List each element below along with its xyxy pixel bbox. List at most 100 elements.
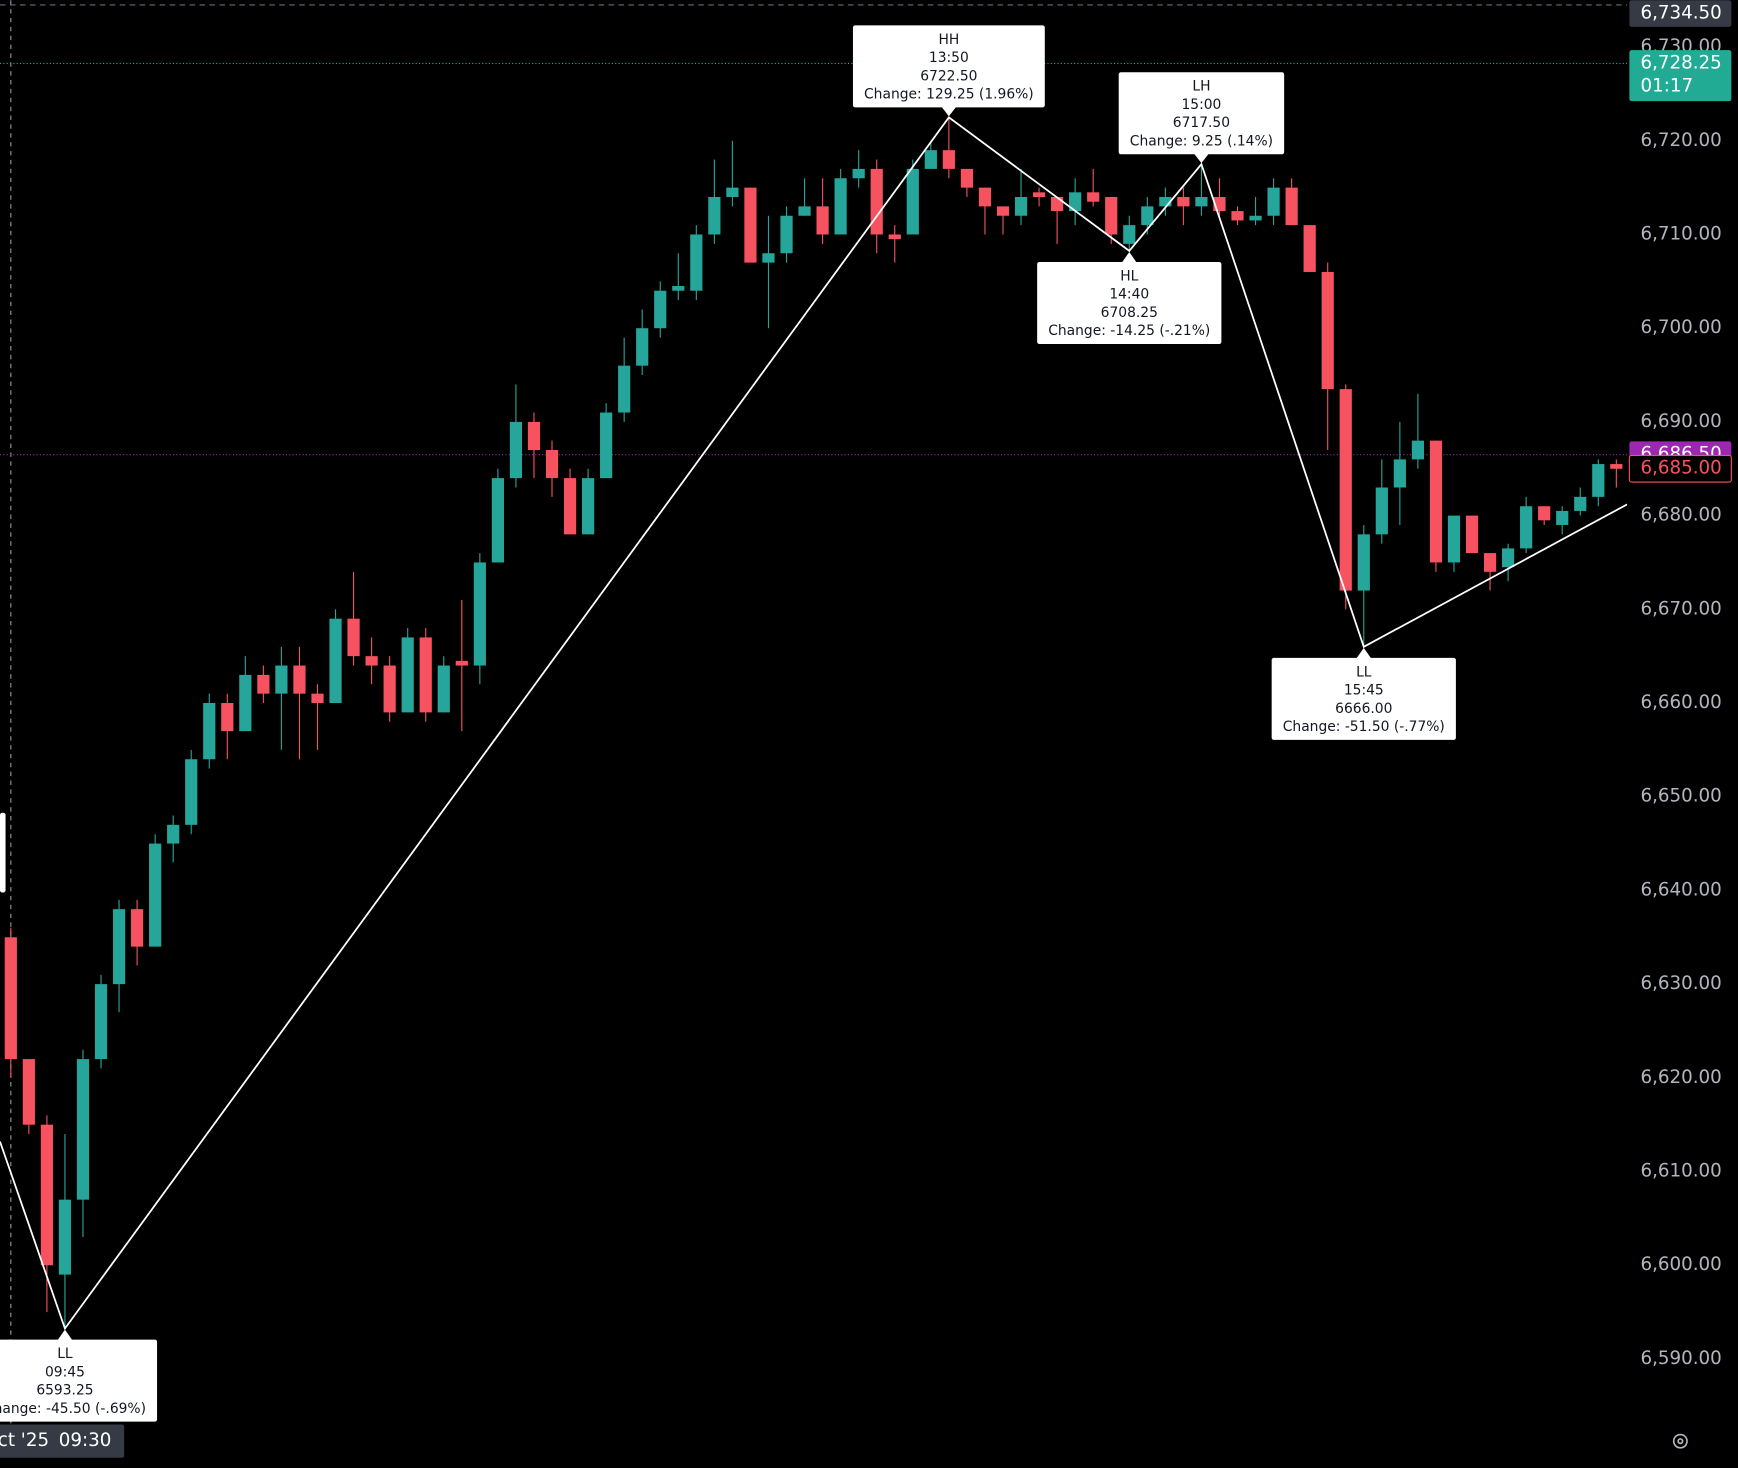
candle-body (852, 168, 865, 179)
price-axis: 6,590.00 6,600.00 6,610.00 6,620.00 6,630.00… (1627, 0, 1738, 1468)
candle-body (1069, 192, 1082, 212)
price-tag (1629, 0, 1732, 27)
y-tick-label: 6,680.00 (1640, 505, 1721, 526)
candle-body (726, 187, 739, 198)
candle-body (329, 618, 342, 704)
price-tag-label: 6,728.25 (1640, 52, 1721, 73)
candle-body (1087, 192, 1100, 202)
candle-body (1303, 225, 1316, 272)
candle-body (1123, 225, 1136, 244)
candle-body (1465, 515, 1479, 554)
candle-body (942, 150, 955, 169)
candle-body (960, 168, 974, 188)
candle-body (455, 660, 468, 666)
candle-body (131, 909, 144, 947)
candle-body (257, 674, 270, 694)
price-tag-label: 6,685.00 (1640, 458, 1721, 479)
candle-body (1447, 515, 1461, 563)
y-tick-label: 6,690.00 (1640, 411, 1721, 432)
pivot-text: 15:45 (1344, 683, 1384, 699)
candle-body (888, 234, 901, 240)
candle-body (1195, 197, 1208, 207)
candle-body (185, 759, 198, 825)
time-label-time: 09:30 (59, 1430, 112, 1451)
candle-body (1574, 496, 1587, 511)
candle-body (1231, 211, 1244, 221)
y-tick-label: 6,670.00 (1640, 598, 1721, 619)
pivot-label: LL 15:45 6666.00 Change: -51.50 (-.77%) (1271, 647, 1456, 740)
candle-body (221, 703, 234, 732)
candle-body (780, 215, 793, 254)
cropped-box (0, 812, 6, 893)
candle-body (347, 618, 360, 657)
pivot-box (1037, 261, 1222, 344)
candle-body (437, 665, 450, 713)
candle-body (22, 1059, 35, 1125)
y-tick-label: 6,630.00 (1640, 973, 1721, 994)
candle-body (1321, 271, 1334, 390)
candle-body (1538, 506, 1551, 521)
candle-body (365, 656, 378, 666)
pivot-label: HL 14:40 6708.25 Change: -14.25 (-.21%) (1037, 251, 1222, 344)
candle-body (1393, 459, 1406, 488)
candle-body (1267, 187, 1280, 216)
candle-body (473, 562, 486, 666)
pivot-text: 14:40 (1109, 287, 1149, 303)
reference-lines (0, 0, 1628, 1425)
candle-body (401, 637, 414, 713)
pivot-tip (1121, 251, 1138, 264)
settings-icon[interactable] (1672, 1433, 1688, 1449)
candle-body (816, 206, 829, 235)
candle-body (527, 421, 541, 451)
candle-body (1592, 464, 1605, 497)
pivot-text: Change: -45.50 (-.69%) (0, 1401, 146, 1417)
candle-body (1051, 197, 1064, 212)
candle-body (167, 824, 180, 844)
pivot-box (852, 25, 1045, 108)
candle-body (239, 674, 252, 732)
pivot-box (1118, 72, 1285, 155)
price-tag-label: 6,734.50 (1640, 3, 1721, 24)
price-tag (1629, 50, 1732, 102)
y-tick-label: 6,590.00 (1640, 1348, 1721, 1369)
y-tick-label: 6,660.00 (1640, 692, 1721, 713)
pivot-text: 6722.50 (920, 68, 977, 84)
pivot-text: Change: -14.25 (-.21%) (1048, 323, 1210, 339)
candle-body (1556, 510, 1569, 525)
pivot-box (1271, 657, 1456, 740)
candle-body (58, 1199, 72, 1275)
candle-body (112, 909, 126, 985)
pivot-label: HH 13:50 6722.50 Change: 129.25 (1.96%) (852, 25, 1045, 117)
candle-body (76, 1059, 90, 1200)
time-label: ct '25 09:30 (0, 1424, 125, 1458)
candle-body (1014, 197, 1028, 216)
candle-body (4, 937, 17, 1060)
candle-body (383, 665, 396, 713)
candle-body (275, 665, 288, 694)
candle-body (1159, 197, 1172, 207)
pivot-text: Change: 9.25 (.14%) (1130, 133, 1273, 149)
candle-body (762, 253, 775, 263)
candle-body (509, 421, 523, 479)
candle-body (581, 478, 595, 535)
candle-body (1375, 487, 1388, 535)
zigzag-line (0, 116, 1628, 1331)
y-tick-label: 6,720.00 (1640, 130, 1721, 151)
candle-body (708, 197, 721, 235)
y-tick-label: 6,600.00 (1640, 1254, 1721, 1275)
candle-body (293, 665, 306, 694)
pivot-text: 15:00 (1181, 97, 1221, 113)
candle-body (1285, 187, 1298, 226)
candles (4, 117, 1623, 1329)
pivot-label: LL 09:45 6593.25 Change: -45.50 (-.69%) (0, 1329, 158, 1422)
candle-body (1105, 197, 1118, 235)
candle-body (311, 693, 324, 704)
pivot-box (0, 1339, 158, 1422)
candle-body (744, 187, 757, 263)
candle-body (636, 328, 649, 366)
candle-body (978, 187, 992, 207)
pivot-text: 6666.00 (1335, 701, 1392, 717)
pivot-text: HH (938, 32, 959, 48)
